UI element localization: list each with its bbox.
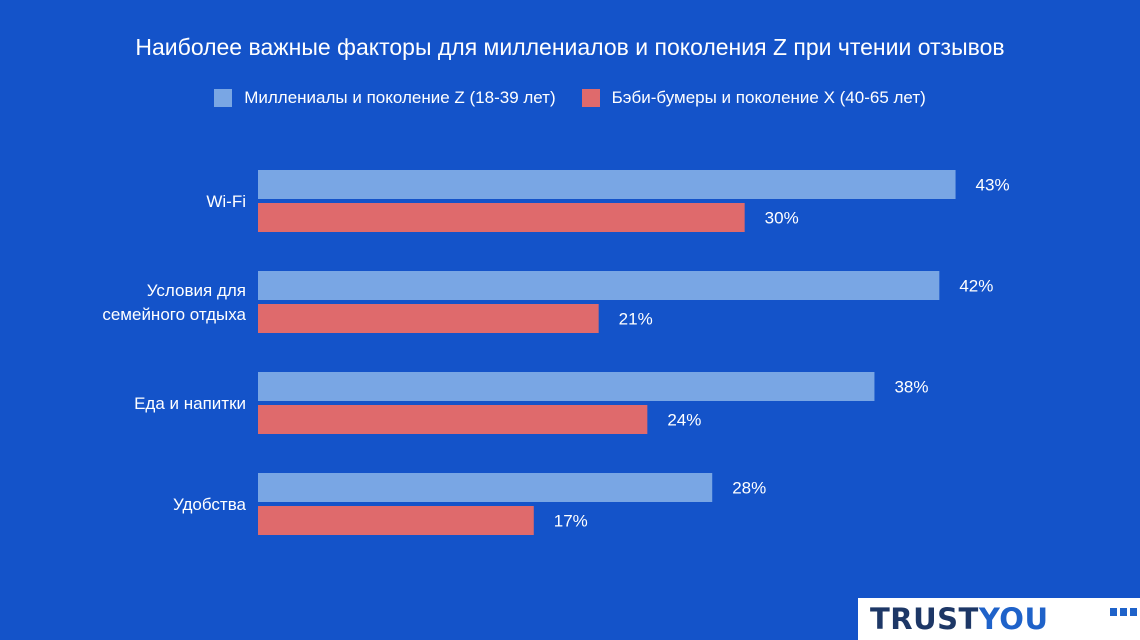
- bar-boomers-1: [258, 304, 599, 333]
- data-label-millennials-0: 43%: [976, 176, 1010, 195]
- legend-label-millennials: Миллениалы и поколение Z (18-39 лет): [244, 88, 556, 107]
- data-label-boomers-3: 17%: [554, 512, 588, 531]
- bar-boomers-3: [258, 506, 534, 535]
- chart-title: Наиболее важные факторы для миллениалов …: [135, 34, 1005, 60]
- legend-item-boomers: Бэби-бумеры и поколение X (40-65 лет): [581, 88, 926, 108]
- data-label-millennials-3: 28%: [732, 479, 766, 498]
- bar-millennials-1: [258, 271, 940, 300]
- bar-boomers-2: [258, 405, 648, 434]
- data-label-boomers-1: 21%: [619, 310, 653, 329]
- bar-millennials-2: [258, 372, 875, 401]
- data-label-boomers-2: 24%: [667, 411, 701, 430]
- data-label-boomers-0: 30%: [765, 209, 799, 228]
- bar-boomers-0: [258, 203, 745, 232]
- legend-swatch-boomers: [581, 89, 600, 107]
- category-label-0-line-0: Wi-Fi: [206, 192, 246, 211]
- trustyou-logo: TRUSTYOU: [858, 598, 1140, 640]
- logo-text-trust: TRUST: [870, 602, 979, 636]
- chart-legend: Миллениалы и поколение Z (18-39 лет) Бэб…: [0, 88, 1140, 108]
- data-label-millennials-2: 38%: [894, 378, 928, 397]
- category-label-2-line-0: Еда и напитки: [134, 394, 246, 413]
- bar-millennials-0: [258, 170, 956, 199]
- data-label-millennials-1: 42%: [959, 277, 993, 296]
- category-label-1-line-1: семейного отдыха: [102, 305, 246, 324]
- category-label-1-line-0: Условия для: [147, 281, 246, 300]
- legend-swatch-millennials: [214, 89, 233, 107]
- category-label-3-line-0: Удобства: [173, 495, 247, 514]
- speech-bubbles-icon: [1110, 608, 1137, 616]
- legend-item-millennials: Миллениалы и поколение Z (18-39 лет): [214, 88, 556, 108]
- logo-text-you: YOU: [978, 602, 1049, 636]
- logo-wordmark: TRUSTYOU: [870, 602, 1049, 636]
- bar-millennials-3: [258, 473, 713, 502]
- legend-label-boomers: Бэби-бумеры и поколение X (40-65 лет): [611, 88, 926, 107]
